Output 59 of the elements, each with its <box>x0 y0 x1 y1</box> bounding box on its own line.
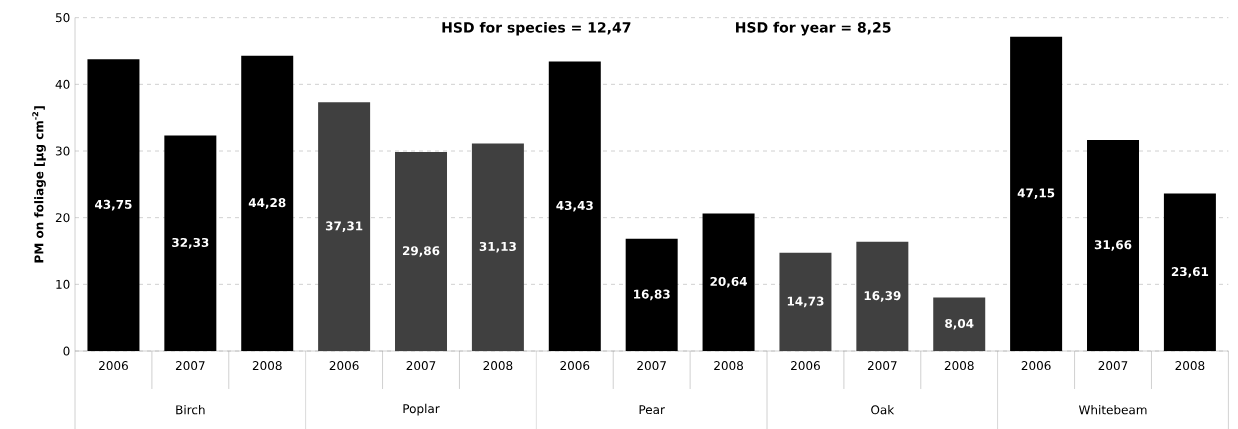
x-tick-label: 2007 <box>867 361 897 371</box>
annotation: HSD for species = 12,47 <box>442 21 631 36</box>
bar <box>625 238 678 351</box>
bar <box>702 213 755 351</box>
y-tick-label: 0 <box>63 346 70 356</box>
x-tick-label: 2008 <box>252 361 282 371</box>
x-tick-label: 2006 <box>791 361 820 371</box>
bar <box>856 241 909 351</box>
data-label: 47,15 <box>1017 188 1055 200</box>
text: Pear <box>639 405 665 415</box>
data-label: 31,66 <box>1094 240 1132 251</box>
bar <box>87 59 140 351</box>
bar <box>933 297 986 351</box>
x-tick-label: 2007 <box>406 361 436 371</box>
x-tick-label: 2008 <box>1175 361 1205 371</box>
data-label: 16,39 <box>864 291 901 302</box>
data-label: 8,04 <box>945 318 974 330</box>
bar <box>241 55 294 351</box>
bar <box>395 151 448 351</box>
bar <box>548 61 601 351</box>
text: Poplar <box>403 403 440 416</box>
y-tick-label: 40 <box>55 79 70 89</box>
data-label: 31,13 <box>479 241 516 253</box>
data-label: 20,64 <box>710 276 747 288</box>
y-tick-label: 50 <box>55 13 70 23</box>
bar <box>471 143 524 351</box>
x-tick-label: 2007 <box>637 361 666 371</box>
bar <box>1087 139 1140 351</box>
bar <box>1163 193 1216 351</box>
y-axis-title: PM on foliage [µg cm$^{-2}$] <box>32 106 46 263</box>
text: Oak <box>871 405 895 415</box>
bar <box>779 252 832 351</box>
x-tick-label: 2008 <box>483 361 513 371</box>
x-tick-label: 2007 <box>175 361 205 371</box>
x-tick-label: 2006 <box>329 361 359 371</box>
x-tick-label: 2006 <box>560 361 590 371</box>
x-tick-label: 2006 <box>99 361 128 371</box>
y-tick-label: 10 <box>56 279 70 289</box>
y-tick-label: 30 <box>55 146 70 156</box>
x-tick-label: 2008 <box>714 361 744 371</box>
text: Whitebeam <box>1078 405 1147 415</box>
data-label: 43,75 <box>95 199 132 211</box>
data-label: 44,28 <box>248 198 286 209</box>
x-tick-label: 2006 <box>1021 361 1051 371</box>
bar <box>164 135 217 351</box>
data-label: 32,33 <box>172 237 209 249</box>
data-label: 16,83 <box>634 289 670 301</box>
x-tick-label: 2008 <box>944 361 974 371</box>
bar <box>318 102 371 351</box>
data-label: 37,31 <box>325 221 363 232</box>
text: Birch <box>176 405 205 415</box>
data-label: 29,86 <box>402 246 440 257</box>
y-tick-label: 20 <box>55 213 70 223</box>
annotation: HSD for year = 8,25 <box>736 21 891 36</box>
data-label: 43,43 <box>556 200 593 212</box>
x-tick-label: 2007 <box>1098 361 1128 371</box>
bar <box>1010 36 1063 351</box>
data-label: 23,61 <box>1171 266 1209 278</box>
data-label: 14,73 <box>787 296 824 308</box>
